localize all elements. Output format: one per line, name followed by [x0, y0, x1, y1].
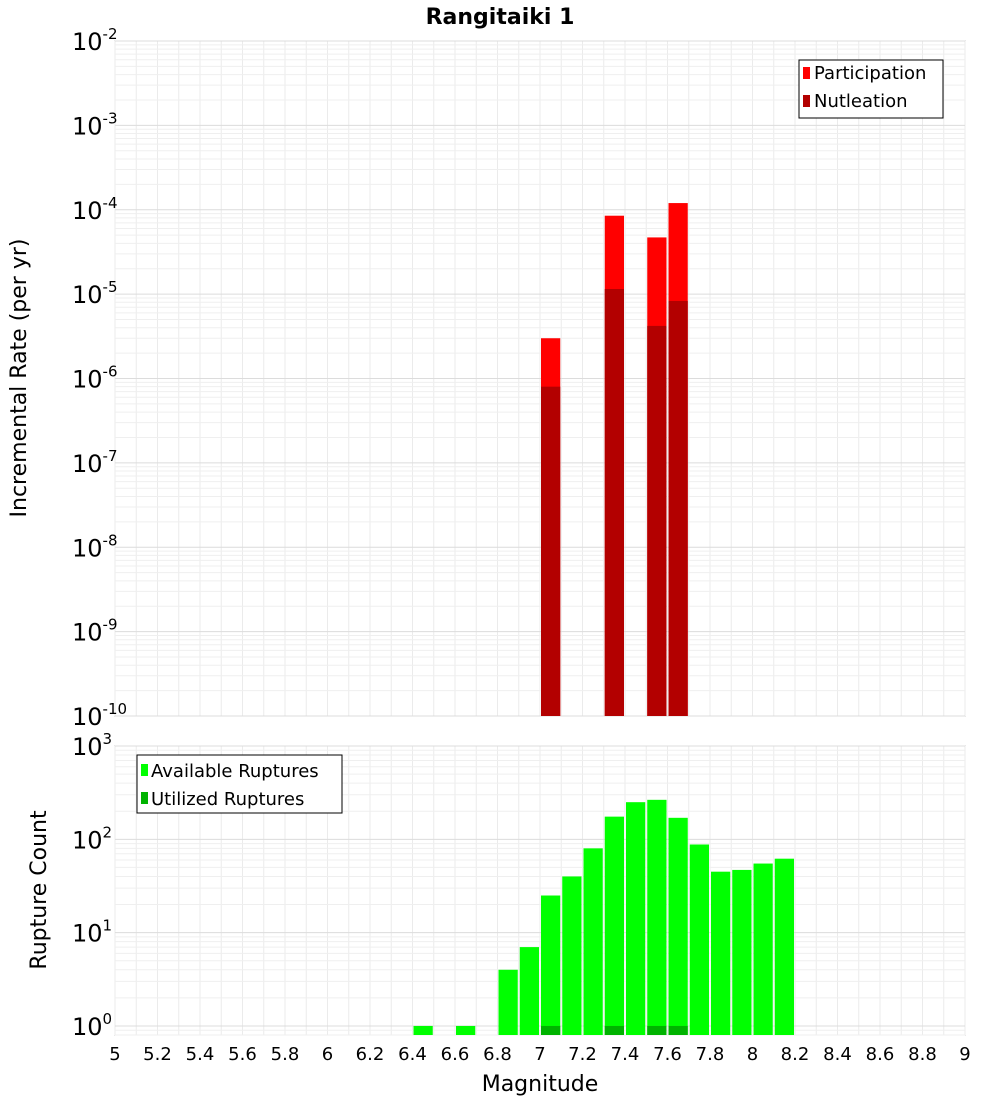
available-ruptures-bar — [583, 848, 603, 1035]
rate-y-tick-label: 10-10 — [72, 700, 127, 731]
available-ruptures-bar — [519, 947, 539, 1035]
rate-y-tick-label: 10-6 — [72, 363, 118, 394]
magnitude-x-tick-label: 6.6 — [441, 1044, 470, 1065]
rate-gridlines — [114, 40, 966, 717]
rate-panel: 10-2 10-3 10-4 10-5 10-6 10-7 10-8 10-9 10-10 In… — [7, 25, 966, 731]
count-legend: Available Ruptures Utilized Ruptures — [136, 754, 343, 814]
available-ruptures-bar — [668, 817, 688, 1035]
magnitude-x-tick-label: 9 — [959, 1044, 970, 1065]
utilized-ruptures-legend-swatch — [141, 792, 148, 804]
nucleation-legend-label: Nutleation — [814, 91, 908, 112]
rate-legend: Participation Nutleation — [798, 59, 944, 119]
nucleation-bar — [541, 386, 561, 716]
magnitude-x-tick-label: 5.4 — [186, 1044, 215, 1065]
rate-y-tick-label: 10-8 — [72, 531, 118, 562]
magnitude-x-tick-label: 5.6 — [228, 1044, 257, 1065]
available-ruptures-bar — [562, 876, 582, 1035]
nucleation-bar — [604, 289, 624, 716]
rate-y-axis-label: Incremental Rate (per yr) — [7, 239, 32, 518]
nucleation-bar — [668, 300, 688, 716]
available-ruptures-bar — [647, 799, 667, 1035]
available-ruptures-bar — [413, 1025, 433, 1035]
available-ruptures-bar — [774, 858, 794, 1035]
magnitude-x-tick-label: 7 — [534, 1044, 545, 1065]
magnitude-x-tick-label: 8.4 — [823, 1044, 852, 1065]
rate-y-tick-label: 10-5 — [72, 278, 118, 309]
available-ruptures-bar — [456, 1025, 476, 1035]
magnitude-x-tick-label: 6.8 — [483, 1044, 512, 1065]
available-ruptures-bar — [711, 871, 731, 1035]
rate-y-tick-label: 10-9 — [72, 616, 118, 647]
magnitude-x-tick-label: 6.4 — [398, 1044, 427, 1065]
rate-y-tick-label: 10-4 — [72, 194, 118, 225]
count-y-tick-label: 101 — [72, 917, 112, 948]
rate-y-tick-label: 10-7 — [72, 447, 118, 478]
magnitude-x-tick-label: 8.8 — [908, 1044, 937, 1065]
participation-legend-swatch — [803, 67, 810, 79]
magnitude-x-tick-label: 8.2 — [781, 1044, 810, 1065]
magnitude-x-tick-label: 8.6 — [866, 1044, 895, 1065]
magnitude-x-tick-label: 7.6 — [653, 1044, 682, 1065]
rate-bars — [541, 203, 688, 717]
count-y-tick-label: 103 — [72, 730, 112, 761]
rate-y-tick-label: 10-2 — [72, 25, 118, 56]
magnitude-x-tick-label: 7.4 — [611, 1044, 640, 1065]
magnitude-x-tick-label: 5 — [109, 1044, 120, 1065]
available-ruptures-bar — [498, 969, 518, 1035]
nucleation-legend-swatch — [803, 95, 810, 107]
available-ruptures-bar — [604, 816, 624, 1035]
utilized-ruptures-bar — [604, 1025, 624, 1035]
count-panel: 103 102 101 100 5 5.2 5.4 5.6 5.8 6 6.2 6.4 6.6 6.8 7… — [27, 730, 971, 1097]
magnitude-x-tick-label: 5.2 — [143, 1044, 172, 1065]
magnitude-x-tick-label: 6 — [322, 1044, 333, 1065]
utilized-ruptures-bar — [541, 1025, 561, 1035]
available-ruptures-bar — [626, 802, 646, 1035]
rate-y-tick-label: 10-3 — [72, 109, 118, 140]
magnitude-x-tick-label: 7.2 — [568, 1044, 597, 1065]
participation-legend-label: Participation — [814, 63, 926, 84]
available-ruptures-legend-swatch — [141, 764, 148, 776]
count-bars — [413, 799, 794, 1035]
chart-title: Rangitaiki 1 — [426, 5, 575, 30]
count-y-ticks: 103 102 101 100 — [72, 730, 112, 1041]
available-ruptures-legend-label: Available Ruptures — [151, 761, 319, 782]
utilized-ruptures-bar — [647, 1025, 667, 1035]
magnitude-x-tick-label: 6.2 — [356, 1044, 385, 1065]
utilized-ruptures-legend-label: Utilized Ruptures — [151, 789, 304, 810]
magnitude-x-tick-label: 8 — [747, 1044, 758, 1065]
available-ruptures-bar — [689, 844, 709, 1035]
count-legend-box — [136, 754, 343, 814]
rate-y-ticks: 10-2 10-3 10-4 10-5 10-6 10-7 10-8 10-9 10-10 — [72, 25, 127, 731]
count-y-tick-label: 100 — [72, 1010, 112, 1041]
available-ruptures-bar — [541, 895, 561, 1035]
available-ruptures-bar — [732, 869, 752, 1035]
nucleation-bar — [647, 325, 667, 716]
count-y-tick-label: 102 — [72, 823, 112, 854]
utilized-ruptures-bar — [668, 1025, 688, 1035]
magnitude-x-axis-label: Magnitude — [482, 1072, 599, 1097]
rate-legend-box — [798, 59, 944, 119]
count-gridlines — [114, 745, 966, 1036]
magnitude-x-ticks: 5 5.2 5.4 5.6 5.8 6 6.2 6.4 6.6 6.8 7 7.2 7.4 7.6 7.8 8… — [109, 1044, 970, 1065]
magnitude-x-tick-label: 5.8 — [271, 1044, 300, 1065]
count-y-axis-label: Rupture Count — [27, 810, 52, 970]
available-ruptures-bar — [753, 863, 773, 1035]
magnitude-x-tick-label: 7.8 — [696, 1044, 725, 1065]
